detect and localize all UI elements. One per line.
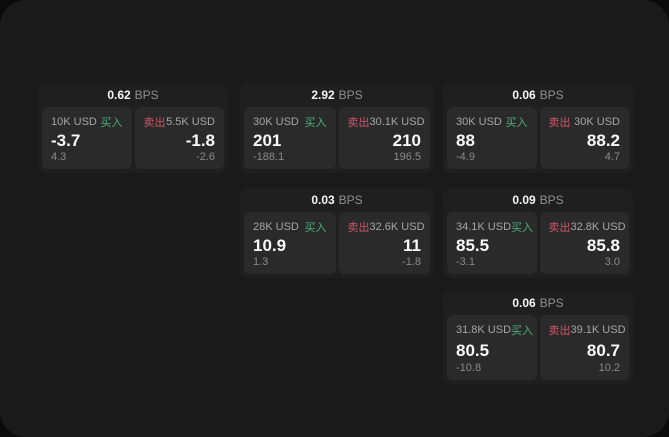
card-header: 0.03 BPS xyxy=(240,188,434,212)
bps-card: 2.92 BPS 30K USD 买入 201 -188.1 卖出 30.1K … xyxy=(240,83,434,173)
buy-price: 10.9 xyxy=(253,236,287,255)
buy-size-label: 34.1K USD xyxy=(456,221,512,233)
bps-card: 0.62 BPS 10K USD 买入 -3.7 4.3 卖出 5.5K USD… xyxy=(38,83,228,173)
buy-delta: 1.3 xyxy=(253,256,269,268)
sell-quote-tile[interactable]: 卖出 30.1K USD 210 196.5 xyxy=(338,107,430,169)
sell-delta: -1.8 xyxy=(402,256,421,268)
sell-size-label: 30K USD xyxy=(574,116,620,128)
buy-side-label: 买入 xyxy=(304,222,327,234)
sell-size-label: 5.5K USD xyxy=(166,116,215,128)
bps-card: 0.06 BPS 31.8K USD 买入 80.5 -10.8 卖出 39.1… xyxy=(443,291,633,384)
bps-value: 2.92 xyxy=(311,88,335,102)
sell-price: 85.8 xyxy=(586,236,620,255)
sell-size-label: 32.6K USD xyxy=(369,221,425,233)
sell-delta: -2.6 xyxy=(196,151,215,163)
sell-side-label: 卖出 xyxy=(548,117,571,129)
buy-price: 88 xyxy=(456,131,475,150)
sell-delta: 10.2 xyxy=(598,362,620,374)
bps-card: 0.03 BPS 28K USD 买入 10.9 1.3 卖出 32.6K US… xyxy=(240,188,434,278)
buy-size-label: 10K USD xyxy=(51,116,97,128)
sell-size-label: 32.8K USD xyxy=(570,221,626,233)
sell-price: 11 xyxy=(403,236,421,255)
buy-side-label: 买入 xyxy=(304,117,327,129)
buy-size-label: 28K USD xyxy=(253,221,299,233)
buy-quote-tile[interactable]: 30K USD 买入 201 -188.1 xyxy=(244,107,336,169)
sell-side-label: 卖出 xyxy=(347,222,370,234)
card-header: 0.06 BPS xyxy=(443,83,633,107)
bps-value: 0.03 xyxy=(311,193,335,207)
buy-price: 85.5 xyxy=(456,236,490,255)
buy-size-label: 30K USD xyxy=(253,116,299,128)
sell-side-label: 卖出 xyxy=(548,222,571,234)
sell-price: -1.8 xyxy=(185,131,215,150)
sell-quote-tile[interactable]: 卖出 39.1K USD 80.7 10.2 xyxy=(539,315,629,380)
bps-card: 0.09 BPS 34.1K USD 买入 85.5 -3.1 卖出 32.8K… xyxy=(443,188,633,278)
card-header: 0.06 BPS xyxy=(443,291,633,315)
sell-size-label: 39.1K USD xyxy=(570,324,626,336)
buy-side-label: 买入 xyxy=(100,117,123,129)
buy-side-label: 买入 xyxy=(511,222,534,234)
buy-delta: -4.9 xyxy=(456,151,475,163)
buy-delta: -10.8 xyxy=(456,362,482,374)
buy-delta: -188.1 xyxy=(253,151,285,163)
buy-quote-tile[interactable]: 34.1K USD 买入 85.5 -3.1 xyxy=(447,212,537,274)
buy-delta: 4.3 xyxy=(51,151,67,163)
bps-unit-label: BPS xyxy=(134,88,159,102)
buy-price: 201 xyxy=(253,131,282,150)
bps-unit-label: BPS xyxy=(338,88,363,102)
bps-value: 0.06 xyxy=(512,88,536,102)
buy-quote-tile[interactable]: 28K USD 买入 10.9 1.3 xyxy=(244,212,336,274)
sell-quote-tile[interactable]: 卖出 5.5K USD -1.8 -2.6 xyxy=(134,107,224,169)
buy-side-label: 买入 xyxy=(505,117,528,129)
sell-quote-tile[interactable]: 卖出 32.6K USD 11 -1.8 xyxy=(338,212,430,274)
sell-delta: 3.0 xyxy=(604,256,620,268)
bps-unit-label: BPS xyxy=(539,193,564,207)
sell-quote-tile[interactable]: 卖出 30K USD 88.2 4.7 xyxy=(539,107,629,169)
buy-size-label: 31.8K USD xyxy=(456,324,512,336)
sell-delta: 4.7 xyxy=(604,151,620,163)
card-header: 0.09 BPS xyxy=(443,188,633,212)
sell-delta: 196.5 xyxy=(393,151,421,163)
buy-delta: -3.1 xyxy=(456,256,475,268)
sell-price: 210 xyxy=(392,131,421,150)
buy-quote-tile[interactable]: 10K USD 买入 -3.7 4.3 xyxy=(42,107,132,169)
bps-unit-label: BPS xyxy=(539,296,564,310)
buy-quote-tile[interactable]: 31.8K USD 买入 80.5 -10.8 xyxy=(447,315,537,380)
bps-value: 0.06 xyxy=(512,296,536,310)
sell-price: 80.7 xyxy=(586,340,620,360)
bps-value: 0.62 xyxy=(107,88,131,102)
bps-card: 0.06 BPS 30K USD 买入 88 -4.9 卖出 30K USD 8… xyxy=(443,83,633,173)
sell-side-label: 卖出 xyxy=(548,325,571,337)
bps-unit-label: BPS xyxy=(338,193,363,207)
sell-side-label: 卖出 xyxy=(347,117,370,129)
sell-size-label: 30.1K USD xyxy=(369,116,425,128)
sell-side-label: 卖出 xyxy=(143,117,166,129)
card-header: 0.62 BPS xyxy=(38,83,228,107)
buy-price: 80.5 xyxy=(456,340,490,360)
sell-quote-tile[interactable]: 卖出 32.8K USD 85.8 3.0 xyxy=(539,212,629,274)
buy-price: -3.7 xyxy=(51,131,81,150)
buy-quote-tile[interactable]: 30K USD 买入 88 -4.9 xyxy=(447,107,537,169)
buy-size-label: 30K USD xyxy=(456,116,502,128)
sell-price: 88.2 xyxy=(586,131,620,150)
bps-unit-label: BPS xyxy=(539,88,564,102)
buy-side-label: 买入 xyxy=(511,325,534,337)
card-header: 2.92 BPS xyxy=(240,83,434,107)
bps-value: 0.09 xyxy=(512,193,536,207)
